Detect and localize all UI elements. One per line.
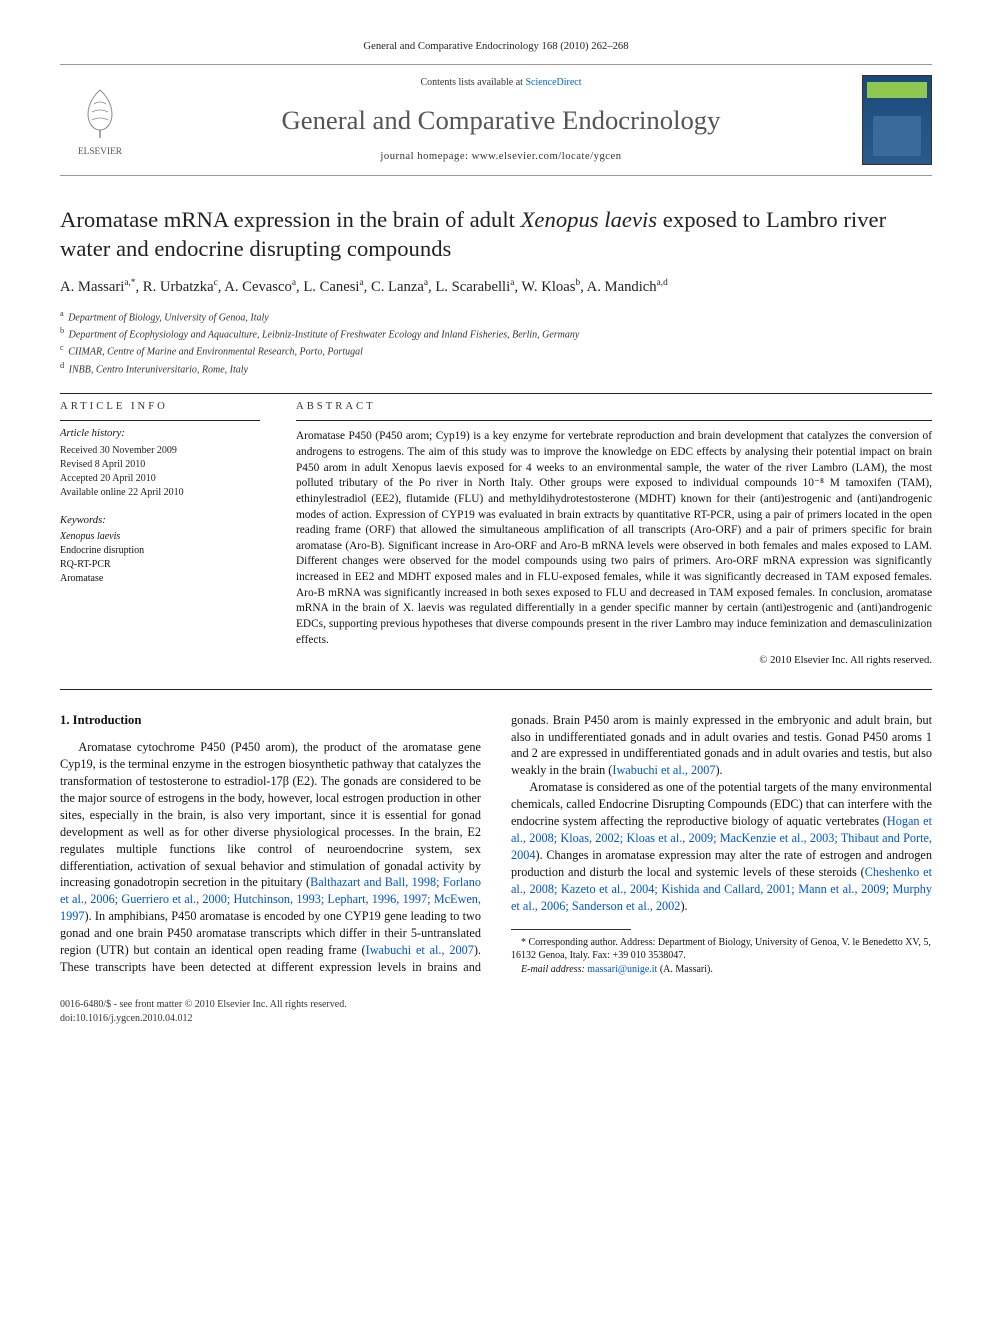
abstract-text: Aromatase P450 (P450 arom; Cyp19) is a k…: [296, 429, 932, 648]
section-title: Introduction: [73, 713, 142, 727]
keyword: RQ-RT-PCR: [60, 558, 260, 572]
ref-link[interactable]: Iwabuchi et al., 2007: [366, 943, 474, 957]
para3-lead: Aromatase is considered as one of the po…: [511, 780, 932, 828]
keyword: Aromatase: [60, 572, 260, 586]
section-heading: 1. Introduction: [60, 712, 481, 729]
email-line: E-mail address: massari@unige.it (A. Mas…: [511, 963, 932, 977]
sciencedirect-link[interactable]: ScienceDirect: [525, 77, 581, 88]
homepage-label: journal homepage:: [380, 151, 471, 162]
keywords-label: Keywords:: [60, 514, 260, 528]
history-line: Available online 22 April 2010: [60, 486, 260, 500]
email-tail: (A. Massari).: [657, 964, 713, 975]
corresponding-footnote: * Corresponding author. Address: Departm…: [511, 936, 932, 977]
header-center: Contents lists available at ScienceDirec…: [160, 76, 842, 164]
history-label: Article history:: [60, 427, 260, 441]
affiliation-line: d INBB, Centro Interuniversitario, Rome,…: [60, 360, 932, 377]
body-columns: 1. Introduction Aromatase cytochrome P45…: [60, 712, 932, 977]
history-line: Accepted 20 April 2010: [60, 472, 260, 486]
paper-title: Aromatase mRNA expression in the brain o…: [60, 206, 932, 263]
abstract-column: abstract Aromatase P450 (P450 arom; Cyp1…: [296, 400, 932, 669]
affiliation-line: a Department of Biology, University of G…: [60, 308, 932, 325]
header-bar: ELSEVIER Contents lists available at Sci…: [60, 64, 932, 176]
abstract-copyright: © 2010 Elsevier Inc. All rights reserved…: [296, 654, 932, 668]
footnote-separator: [511, 929, 631, 930]
abstract-label: abstract: [296, 400, 932, 414]
doi-line: doi:10.1016/j.ygcen.2010.04.012: [60, 1012, 932, 1026]
section-number: 1.: [60, 713, 70, 727]
journal-name: General and Comparative Endocrinology: [160, 102, 842, 138]
para1-tail: ). In: [85, 909, 106, 923]
affiliations: a Department of Biology, University of G…: [60, 308, 932, 377]
email-label: E-mail address:: [521, 964, 587, 975]
history-line: Revised 8 April 2010: [60, 458, 260, 472]
corresponding-text: * Corresponding author. Address: Departm…: [511, 936, 932, 963]
body-paragraph-3: Aromatase is considered as one of the po…: [511, 779, 932, 914]
info-abstract-row: article info Article history: Received 3…: [60, 400, 932, 669]
elsevier-tree-icon: [70, 82, 130, 142]
para3-tail: ).: [680, 899, 687, 913]
history-line: Received 30 November 2009: [60, 444, 260, 458]
contents-prefix: Contents lists available at: [420, 77, 525, 88]
author-list: A. Massaria,*, R. Urbatzkac, A. Cevascoa…: [60, 277, 932, 298]
publisher-name: ELSEVIER: [78, 146, 122, 159]
homepage-url: www.elsevier.com/locate/ygcen: [472, 151, 622, 162]
article-info-column: article info Article history: Received 3…: [60, 400, 260, 669]
top-citation: General and Comparative Endocrinology 16…: [60, 40, 932, 54]
keyword: Xenopus laevis: [60, 530, 260, 544]
affiliation-line: c CIIMAR, Centre of Marine and Environme…: [60, 342, 932, 359]
keyword: Endocrine disruption: [60, 544, 260, 558]
email-link[interactable]: massari@unige.it: [587, 964, 657, 975]
ref-link[interactable]: Iwabuchi et al., 2007: [612, 763, 715, 777]
divider: [60, 393, 932, 394]
body-divider: [60, 689, 932, 690]
publisher-block: ELSEVIER: [60, 82, 140, 159]
journal-cover-thumbnail: [862, 75, 932, 165]
para1-text: Aromatase cytochrome P450 (P450 arom), t…: [60, 740, 481, 889]
front-matter-line: 0016-6480/$ - see front matter © 2010 El…: [60, 998, 932, 1012]
page-footer: 0016-6480/$ - see front matter © 2010 El…: [60, 998, 932, 1025]
contents-available-line: Contents lists available at ScienceDirec…: [160, 76, 842, 90]
article-info-label: article info: [60, 400, 260, 414]
affiliation-line: b Department of Ecophysiology and Aquacu…: [60, 325, 932, 342]
journal-homepage: journal homepage: www.elsevier.com/locat…: [160, 150, 842, 164]
para2-tail: ).: [715, 763, 722, 777]
